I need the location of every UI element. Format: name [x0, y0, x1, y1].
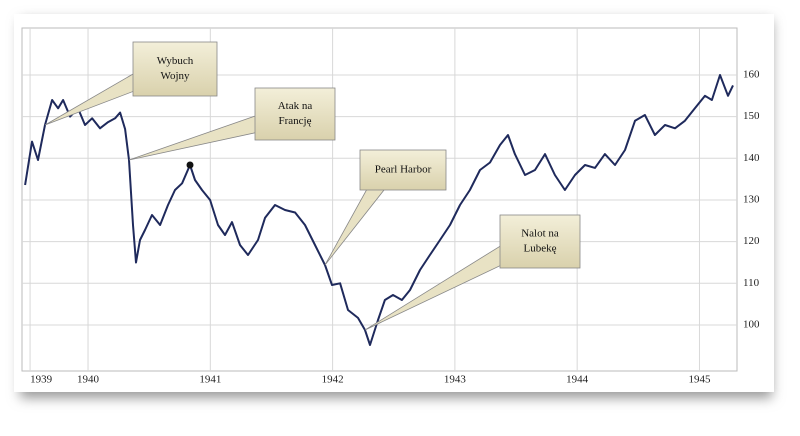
y-tick-label: 100: [743, 318, 760, 330]
callout-text: Atak na: [278, 100, 313, 112]
highlight-point: [186, 161, 194, 169]
callout-text: Francję: [279, 115, 312, 127]
y-tick-label: 110: [743, 277, 760, 289]
x-tick-label: 1945: [688, 374, 711, 386]
callout-box: [132, 41, 218, 97]
x-tick-label: 1944: [566, 374, 589, 386]
x-tick-label: 1942: [322, 374, 344, 386]
y-tick-label: 150: [743, 110, 760, 122]
callout-text: Wojny: [160, 70, 190, 82]
callout-text: Wybuch: [157, 55, 194, 67]
price-line: [24, 74, 734, 346]
x-tick-label: 1941: [199, 374, 221, 386]
callout-text: Nalot na: [521, 228, 559, 240]
y-tick-label: 140: [743, 152, 760, 164]
x-tick-label: 1939: [30, 374, 53, 386]
y-tick-label: 120: [743, 235, 760, 247]
callout-text: Lubekę: [524, 243, 557, 255]
x-tick-label: 1940: [77, 374, 100, 386]
callout-box: [499, 214, 581, 269]
callout-text: Pearl Harbor: [375, 164, 432, 176]
callout-box: [254, 87, 336, 141]
x-tick-label: 1943: [444, 374, 467, 386]
y-tick-label: 160: [743, 68, 760, 80]
callout-box: [359, 149, 447, 191]
y-tick-label: 130: [743, 193, 760, 205]
